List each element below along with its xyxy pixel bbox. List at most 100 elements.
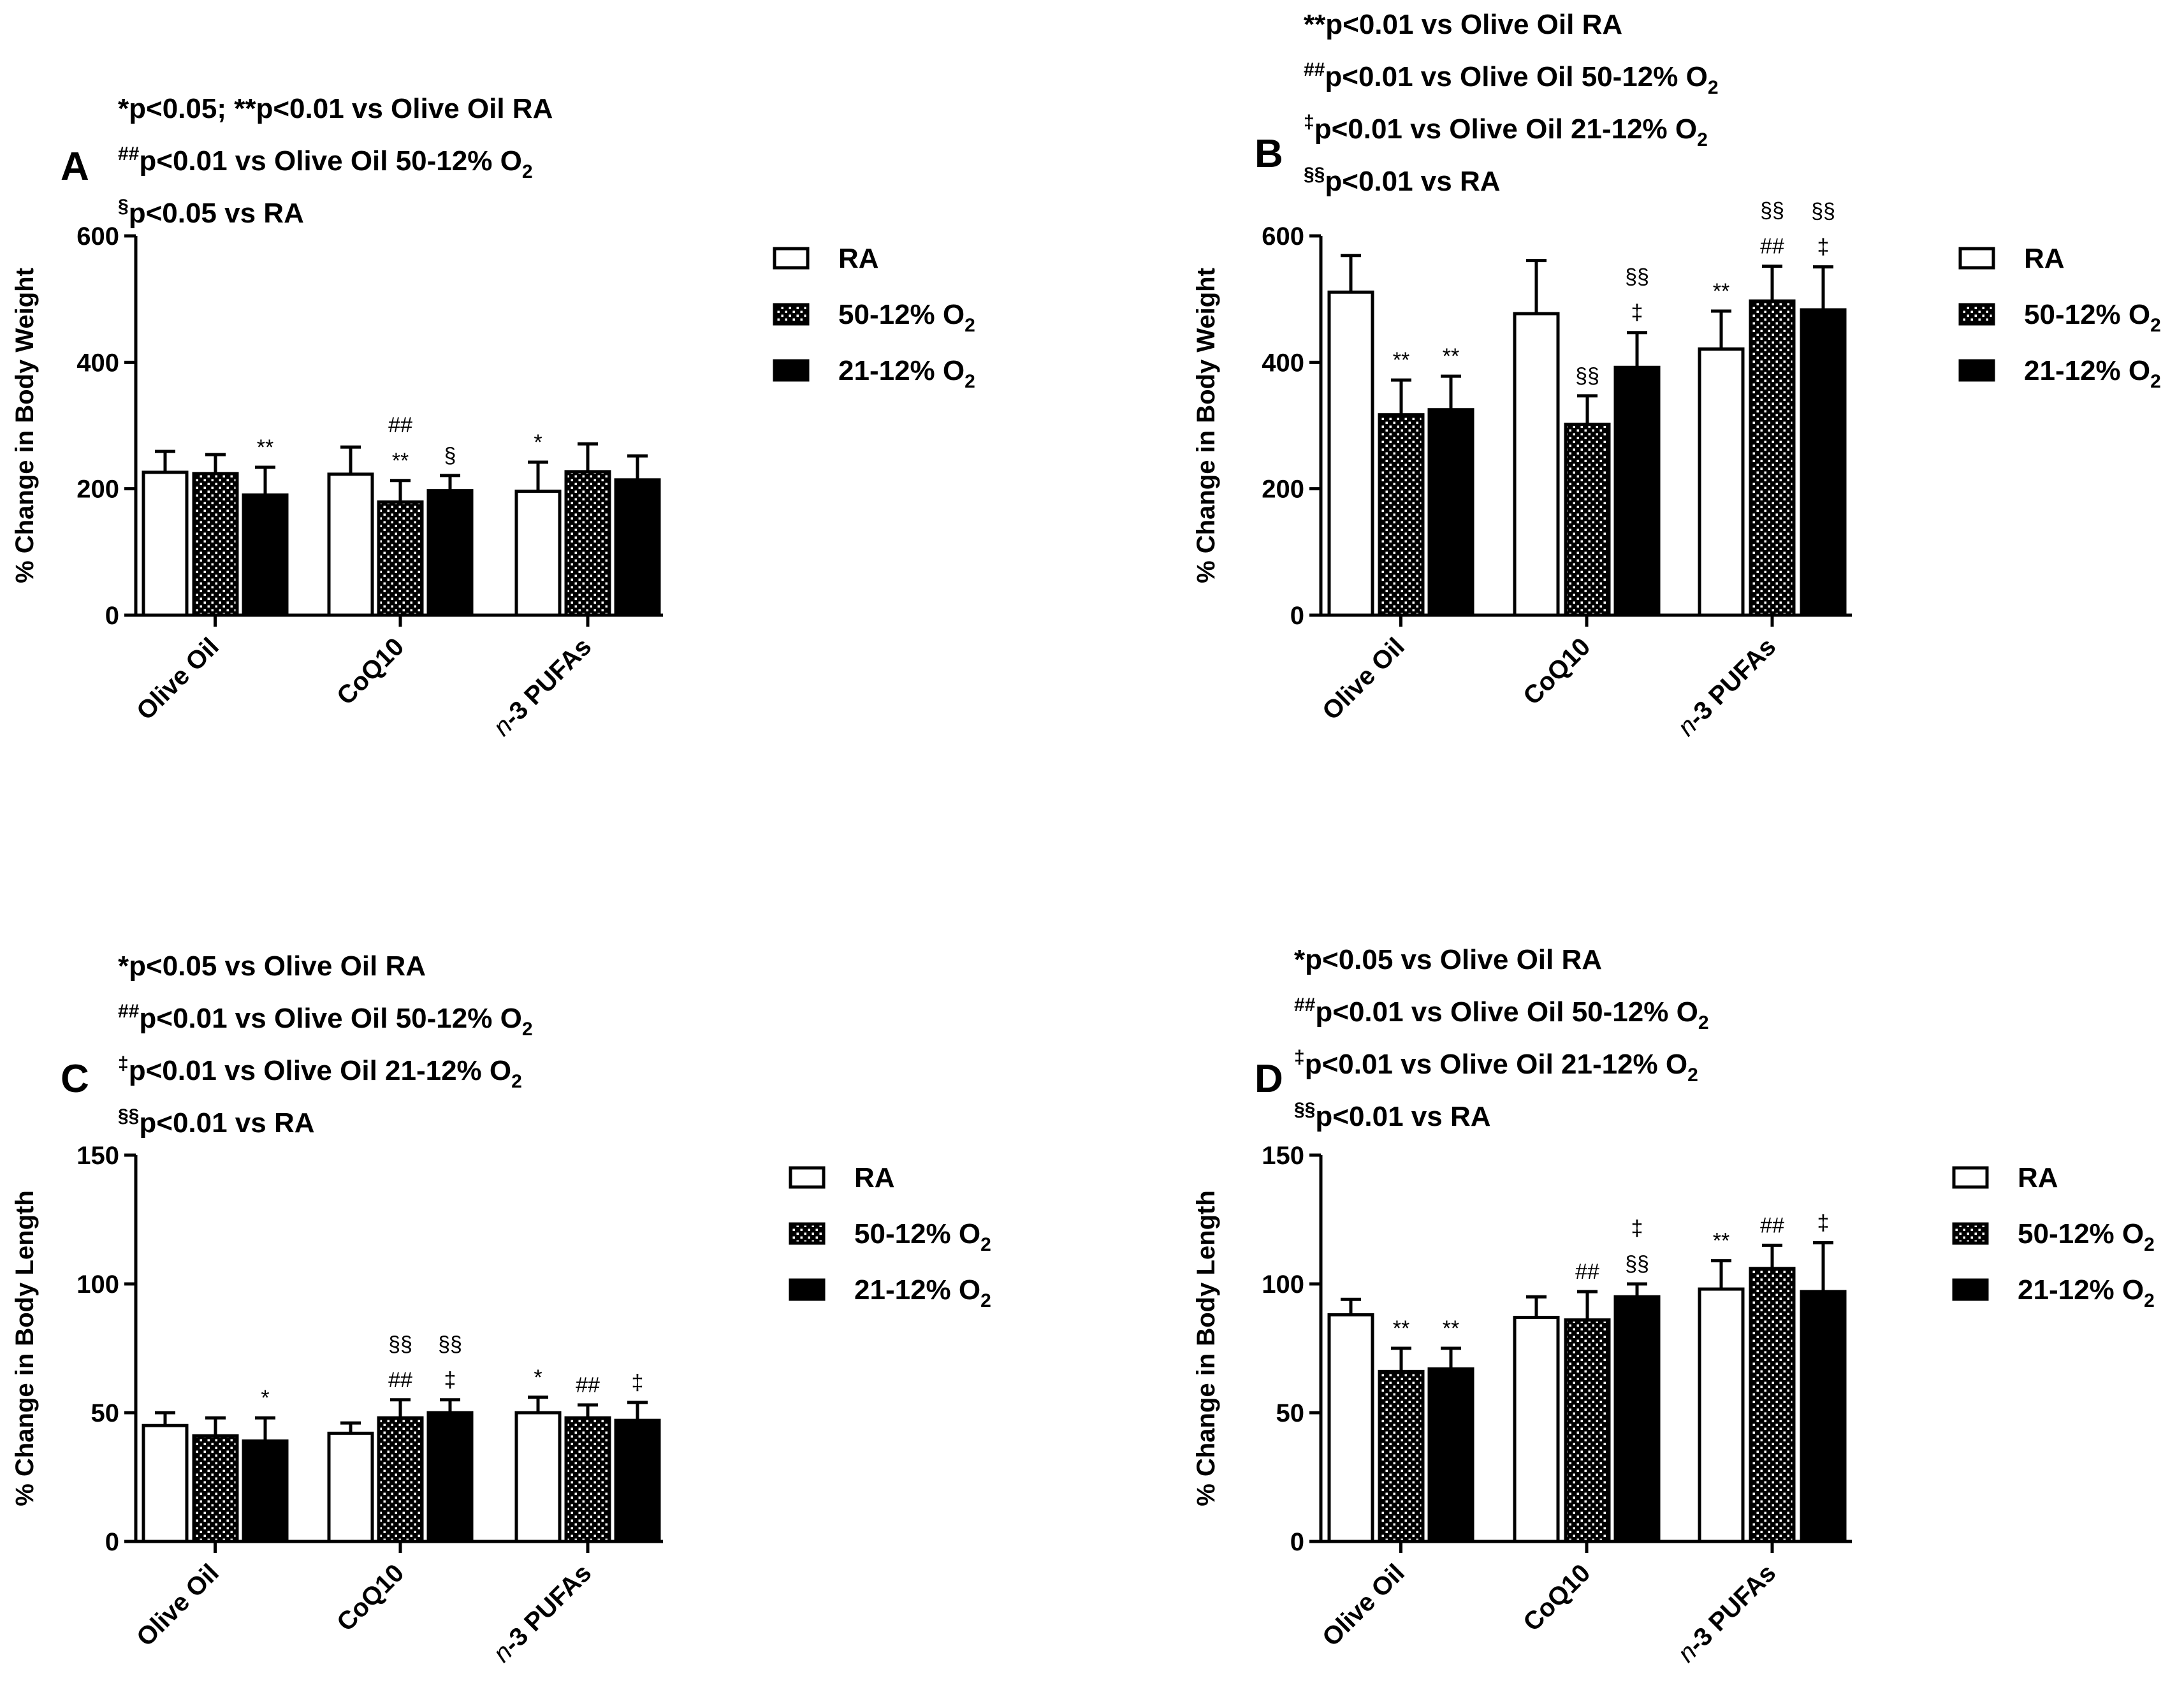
- panel-b-legend-swatch-ra: [1958, 247, 1995, 270]
- panel-b-errorbar-coq10-o2112: [1627, 331, 1647, 368]
- panel-d-bar-n3-pufas-o5012: [1749, 1267, 1796, 1543]
- panel-a-errorbar-n3-pufas-o5012: [578, 442, 598, 472]
- panel-d-bar-olive-oil-o2112: [1427, 1367, 1474, 1543]
- panel-c-ytick-label: 100: [76, 1271, 119, 1299]
- panel-d-note-2: ‡p<0.01 vs Olive Oil 21-12% O2: [1294, 1047, 1698, 1086]
- panel-c-legend-label-o2112: 21-12% O2: [854, 1274, 991, 1311]
- panel-d-sig-coq10-o5012: ##: [1575, 1260, 1599, 1284]
- panel-d-note-3: §§p<0.01 vs RA: [1294, 1099, 1491, 1132]
- panel-b-bar-n3-pufas-ra: [1698, 347, 1745, 617]
- panel-b-sig-olive-oil-o5012: **: [1393, 348, 1409, 372]
- panel-a-note-0: *p<0.05; **p<0.01 vs Olive Oil RA: [118, 93, 553, 124]
- panel-d-bar-coq10-ra: [1513, 1316, 1560, 1543]
- panel-b-sig-n3-pufas-o5012: §§: [1760, 199, 1784, 223]
- panel-a-bar-coq10-o2112: [426, 489, 474, 617]
- panel-b-bar-olive-oil-ra: [1327, 290, 1374, 617]
- panel-a-errorbar-olive-oil-o5012: [205, 453, 226, 474]
- panel-b: B **p<0.01 vs Olive Oil RA ##p<0.01 vs Oli…: [1192, 9, 2161, 741]
- panel-c-note-1: ##p<0.01 vs Olive Oil 50-12% O2: [118, 1001, 533, 1040]
- panel-a-errorbar-n3-pufas-ra: [528, 460, 548, 492]
- panel-b-ytick-label: 200: [1262, 476, 1304, 504]
- panel-c-bar-coq10-o2112: [426, 1411, 474, 1543]
- panel-a-legend-swatch-o2112: [773, 359, 810, 382]
- panel-c-sig-coq10-o2112: ‡: [444, 1368, 456, 1392]
- panel-c-sig-n3-pufas-o2112: ‡: [632, 1371, 644, 1395]
- panel-b-legend-swatch-o2112: [1958, 359, 1995, 382]
- panel-d-note-0: *p<0.05 vs Olive Oil RA: [1294, 944, 1602, 975]
- panel-a-ytick-label: 0: [105, 602, 119, 630]
- panel-c-category-n3-pufas: n-3 PUFAs: [488, 1559, 597, 1668]
- panel-b-errorbar-coq10-o5012: [1577, 394, 1598, 425]
- panel-c-note-3: §§p<0.01 vs RA: [118, 1105, 315, 1139]
- panel-c-legend-swatch-o5012: [789, 1222, 826, 1245]
- panel-d-y-title: % Change in Body Length: [1192, 1190, 1220, 1506]
- panel-b-sig-n3-pufas-o2112: ‡: [1817, 235, 1830, 259]
- panel-b-legend-label-o2112: 21-12% O2: [2024, 355, 2161, 392]
- panel-d: D *p<0.05 vs Olive Oil RA ##p<0.01 vs Oliv…: [1192, 944, 2155, 1668]
- panel-a-errorbar-olive-oil-ra: [155, 449, 175, 472]
- panel-c-errorbar-n3-pufas-o5012: [578, 1403, 598, 1418]
- panel-a-errorbar-coq10-o5012: [390, 479, 411, 502]
- panel-c-ytick-label: 50: [91, 1399, 120, 1427]
- panel-b-sig-n3-pufas-o5012: ##: [1760, 235, 1784, 259]
- panel-d-bar-coq10-o5012: [1564, 1318, 1611, 1543]
- panel-b-sig-coq10-o5012: §§: [1575, 364, 1599, 388]
- panel-a-note-2: §p<0.05 vs RA: [118, 196, 304, 229]
- panel-b-y-title: % Change in Body Weight: [1192, 268, 1220, 583]
- panel-a-errorbar-n3-pufas-o2112: [627, 454, 648, 480]
- panel-d-bar-coq10-o2112: [1613, 1295, 1661, 1543]
- panel-letter-a: A: [61, 145, 89, 189]
- panel-d-legend-label-ra: RA: [2018, 1162, 2058, 1193]
- panel-c-legend-swatch-o2112: [789, 1278, 826, 1301]
- panel-a-sig-n3-pufas-ra: *: [534, 430, 542, 455]
- panel-c-bar-coq10-ra: [327, 1431, 374, 1543]
- panel-a: A *p<0.05; **p<0.01 vs Olive Oil RA ##p<0.…: [11, 93, 975, 741]
- panel-a-bar-coq10-o5012: [377, 500, 424, 617]
- panel-b-legend-label-o5012: 50-12% O2: [2024, 299, 2161, 336]
- panel-d-errorbar-olive-oil-o5012: [1391, 1346, 1411, 1372]
- panel-d-bar-olive-oil-o5012: [1378, 1369, 1425, 1543]
- panel-b-sig-coq10-o2112: §§: [1625, 265, 1649, 289]
- panel-b-sig-n3-pufas-o2112: §§: [1811, 200, 1835, 224]
- panel-a-category-n3-pufas: n-3 PUFAs: [488, 632, 597, 741]
- panel-letter-c: C: [61, 1057, 89, 1101]
- panel-d-legend-swatch-ra: [1952, 1166, 1989, 1189]
- panel-c-bar-olive-oil-ra: [142, 1424, 189, 1543]
- panel-a-errorbar-olive-oil-o2112: [255, 465, 275, 495]
- panel-a-sig-coq10-o5012: ##: [388, 413, 412, 437]
- panel-d-sig-n3-pufas-o5012: ##: [1760, 1213, 1784, 1237]
- panel-b-bar-coq10-o5012: [1564, 423, 1611, 617]
- panel-d-sig-coq10-o2112: §§: [1625, 1252, 1649, 1276]
- panel-a-legend-label-o5012: 50-12% O2: [838, 299, 975, 336]
- panel-c-sig-n3-pufas-o5012: ##: [576, 1373, 600, 1397]
- panel-a-errorbar-coq10-o2112: [440, 474, 460, 491]
- panel-c-bar-n3-pufas-o5012: [564, 1416, 611, 1543]
- panel-c-errorbar-n3-pufas-o2112: [627, 1401, 648, 1421]
- panel-letter-d: D: [1255, 1057, 1283, 1101]
- panel-b-note-0: **p<0.01 vs Olive Oil RA: [1304, 9, 1622, 40]
- panel-b-bar-olive-oil-o2112: [1427, 408, 1474, 617]
- panel-a-legend-swatch-ra: [773, 247, 810, 270]
- panel-b-category-coq10: CoQ10: [1518, 632, 1596, 710]
- panel-d-legend-swatch-o2112: [1952, 1278, 1989, 1301]
- panel-a-category-olive-oil: Olive Oil: [131, 632, 224, 725]
- panel-b-note-2: ‡p<0.01 vs Olive Oil 21-12% O2: [1304, 112, 1708, 150]
- panel-a-sig-coq10-o5012: **: [392, 449, 409, 473]
- panel-c-errorbar-coq10-o5012: [390, 1398, 411, 1418]
- panel-c-y-title: % Change in Body Length: [11, 1190, 39, 1506]
- panel-b-errorbar-olive-oil-o2112: [1441, 374, 1461, 410]
- panel-a-note-1: ##p<0.01 vs Olive Oil 50-12% O2: [118, 143, 533, 182]
- panel-b-sig-olive-oil-o2112: **: [1443, 344, 1459, 368]
- panel-d-errorbar-n3-pufas-o5012: [1762, 1243, 1782, 1269]
- panel-d-bar-n3-pufas-ra: [1698, 1287, 1745, 1543]
- panel-c-sig-coq10-o2112: §§: [438, 1332, 462, 1357]
- panel-d-ytick-label: 100: [1262, 1271, 1304, 1299]
- panel-c-bar-olive-oil-o2112: [242, 1439, 289, 1543]
- panel-b-legend-label-ra: RA: [2024, 243, 2065, 274]
- panel-d-errorbar-coq10-o5012: [1577, 1290, 1598, 1320]
- panel-c-sig-coq10-o5012: §§: [388, 1332, 412, 1357]
- panel-b-bar-n3-pufas-o5012: [1749, 299, 1796, 617]
- panel-d-ytick-label: 150: [1262, 1142, 1304, 1170]
- panel-a-legend-swatch-o5012: [773, 303, 810, 326]
- panel-d-errorbar-coq10-ra: [1526, 1295, 1547, 1318]
